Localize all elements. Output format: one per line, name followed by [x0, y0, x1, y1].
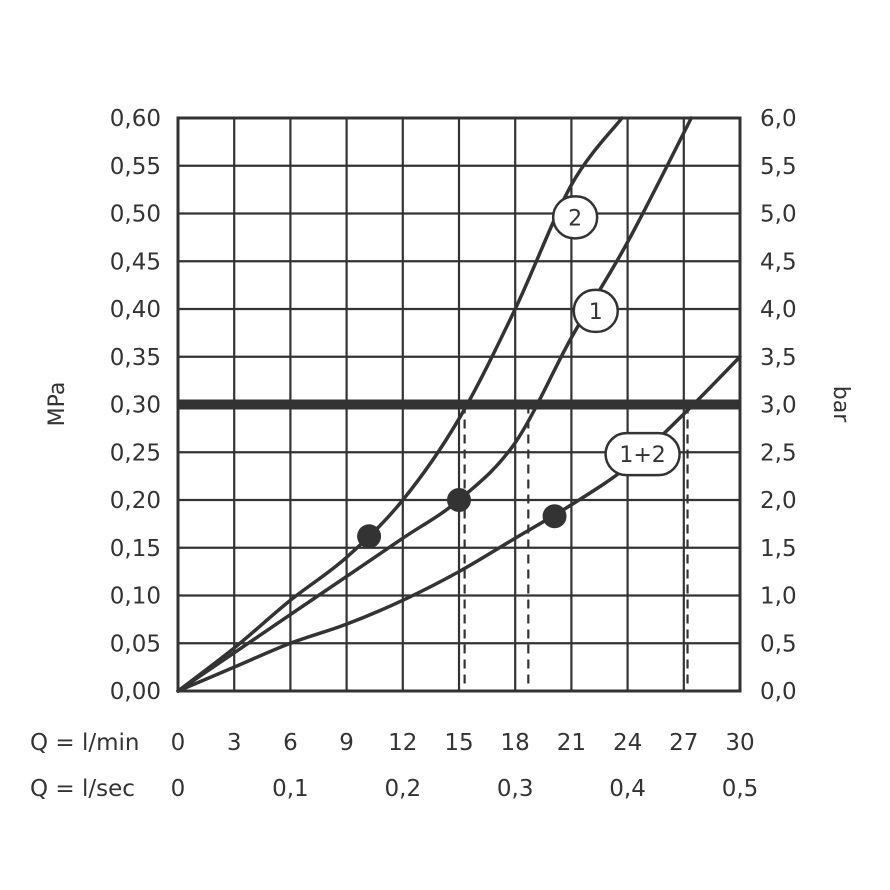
x-tick-label-lsec: 0,1 — [272, 776, 309, 802]
x-tick-label-lmin: 12 — [388, 730, 417, 756]
x-axis-label-lsec: Q = l/sec — [30, 776, 135, 802]
series-label-badge — [572, 288, 620, 334]
y-tick-label-right: 5,0 — [760, 202, 797, 228]
x-tick-label-lsec: 0,2 — [385, 776, 422, 802]
y-tick-label-left: 0,20 — [110, 488, 161, 514]
tick-labels: 0,000,050,100,150,200,250,300,350,400,45… — [110, 106, 797, 802]
series-label-badge — [604, 431, 681, 477]
y-axis-title-right: bar — [828, 386, 853, 423]
x-tick-label-lsec: 0,4 — [609, 776, 646, 802]
y-tick-label-right: 0,5 — [760, 631, 797, 657]
series-label-text: 2 — [568, 206, 582, 231]
series-marker-1 — [447, 488, 471, 512]
x-tick-label-lmin: 18 — [501, 730, 530, 756]
y-tick-label-left: 0,35 — [110, 345, 161, 371]
y-tick-label-left: 0,00 — [110, 679, 161, 705]
x-tick-label-lmin: 27 — [669, 730, 698, 756]
x-tick-label-lmin: 24 — [613, 730, 642, 756]
y-tick-label-left: 0,45 — [110, 249, 161, 275]
series-label-text: 1+2 — [619, 443, 665, 468]
series-label-badge — [551, 195, 599, 240]
y-tick-label-right: 0,0 — [760, 679, 797, 705]
y-tick-label-left: 0,50 — [110, 202, 161, 228]
y-tick-label-right: 2,5 — [760, 440, 797, 466]
x-tick-label-lmin: 6 — [283, 730, 298, 756]
y-tick-label-right: 3,0 — [760, 393, 797, 419]
dashed-drop-lines — [463, 404, 689, 691]
x-tick-label-lmin: 21 — [557, 730, 586, 756]
plot-frame — [176, 116, 742, 693]
series-labels: 2 1 1+2 — [551, 195, 681, 477]
x-tick-label-lsec: 0,3 — [497, 776, 534, 802]
x-tick-label-lmin: 15 — [444, 730, 473, 756]
y-tick-label-left: 0,55 — [110, 154, 161, 180]
y-tick-label-left: 0,40 — [110, 297, 161, 323]
y-tick-label-right: 2,0 — [760, 488, 797, 514]
series-marker-1+2 — [542, 504, 567, 529]
y-tick-label-left: 0,30 — [110, 393, 161, 419]
series-markers — [357, 488, 567, 549]
x-tick-label-lmin: 0 — [171, 730, 186, 756]
y-tick-label-right: 6,0 — [760, 106, 797, 132]
y-tick-label-right: 4,5 — [760, 249, 797, 275]
y-tick-label-right: 1,5 — [760, 536, 797, 562]
y-tick-label-left: 0,05 — [110, 631, 161, 657]
x-tick-label-lmin: 9 — [339, 730, 354, 756]
y-tick-label-right: 5,5 — [760, 154, 797, 180]
series-marker-2 — [357, 524, 382, 549]
y-tick-label-right: 4,0 — [760, 297, 797, 323]
y-tick-label-left: 0,15 — [110, 536, 161, 562]
y-tick-label-left: 0,25 — [110, 440, 161, 466]
y-axis-title-left: MPa — [45, 382, 70, 427]
y-tick-label-right: 1,0 — [760, 584, 797, 610]
x-tick-label-lsec: 0 — [171, 776, 186, 802]
y-tick-label-left: 0,60 — [110, 106, 161, 132]
x-axis-label-lmin: Q = l/min — [30, 730, 140, 756]
y-tick-label-right: 3,5 — [760, 345, 797, 371]
x-tick-label-lmin: 3 — [227, 730, 242, 756]
series-label-text: 1 — [589, 300, 603, 325]
x-tick-label-lsec: 0,5 — [722, 776, 759, 802]
y-tick-label-left: 0,10 — [110, 584, 161, 610]
x-tick-label-lmin: 30 — [725, 730, 754, 756]
